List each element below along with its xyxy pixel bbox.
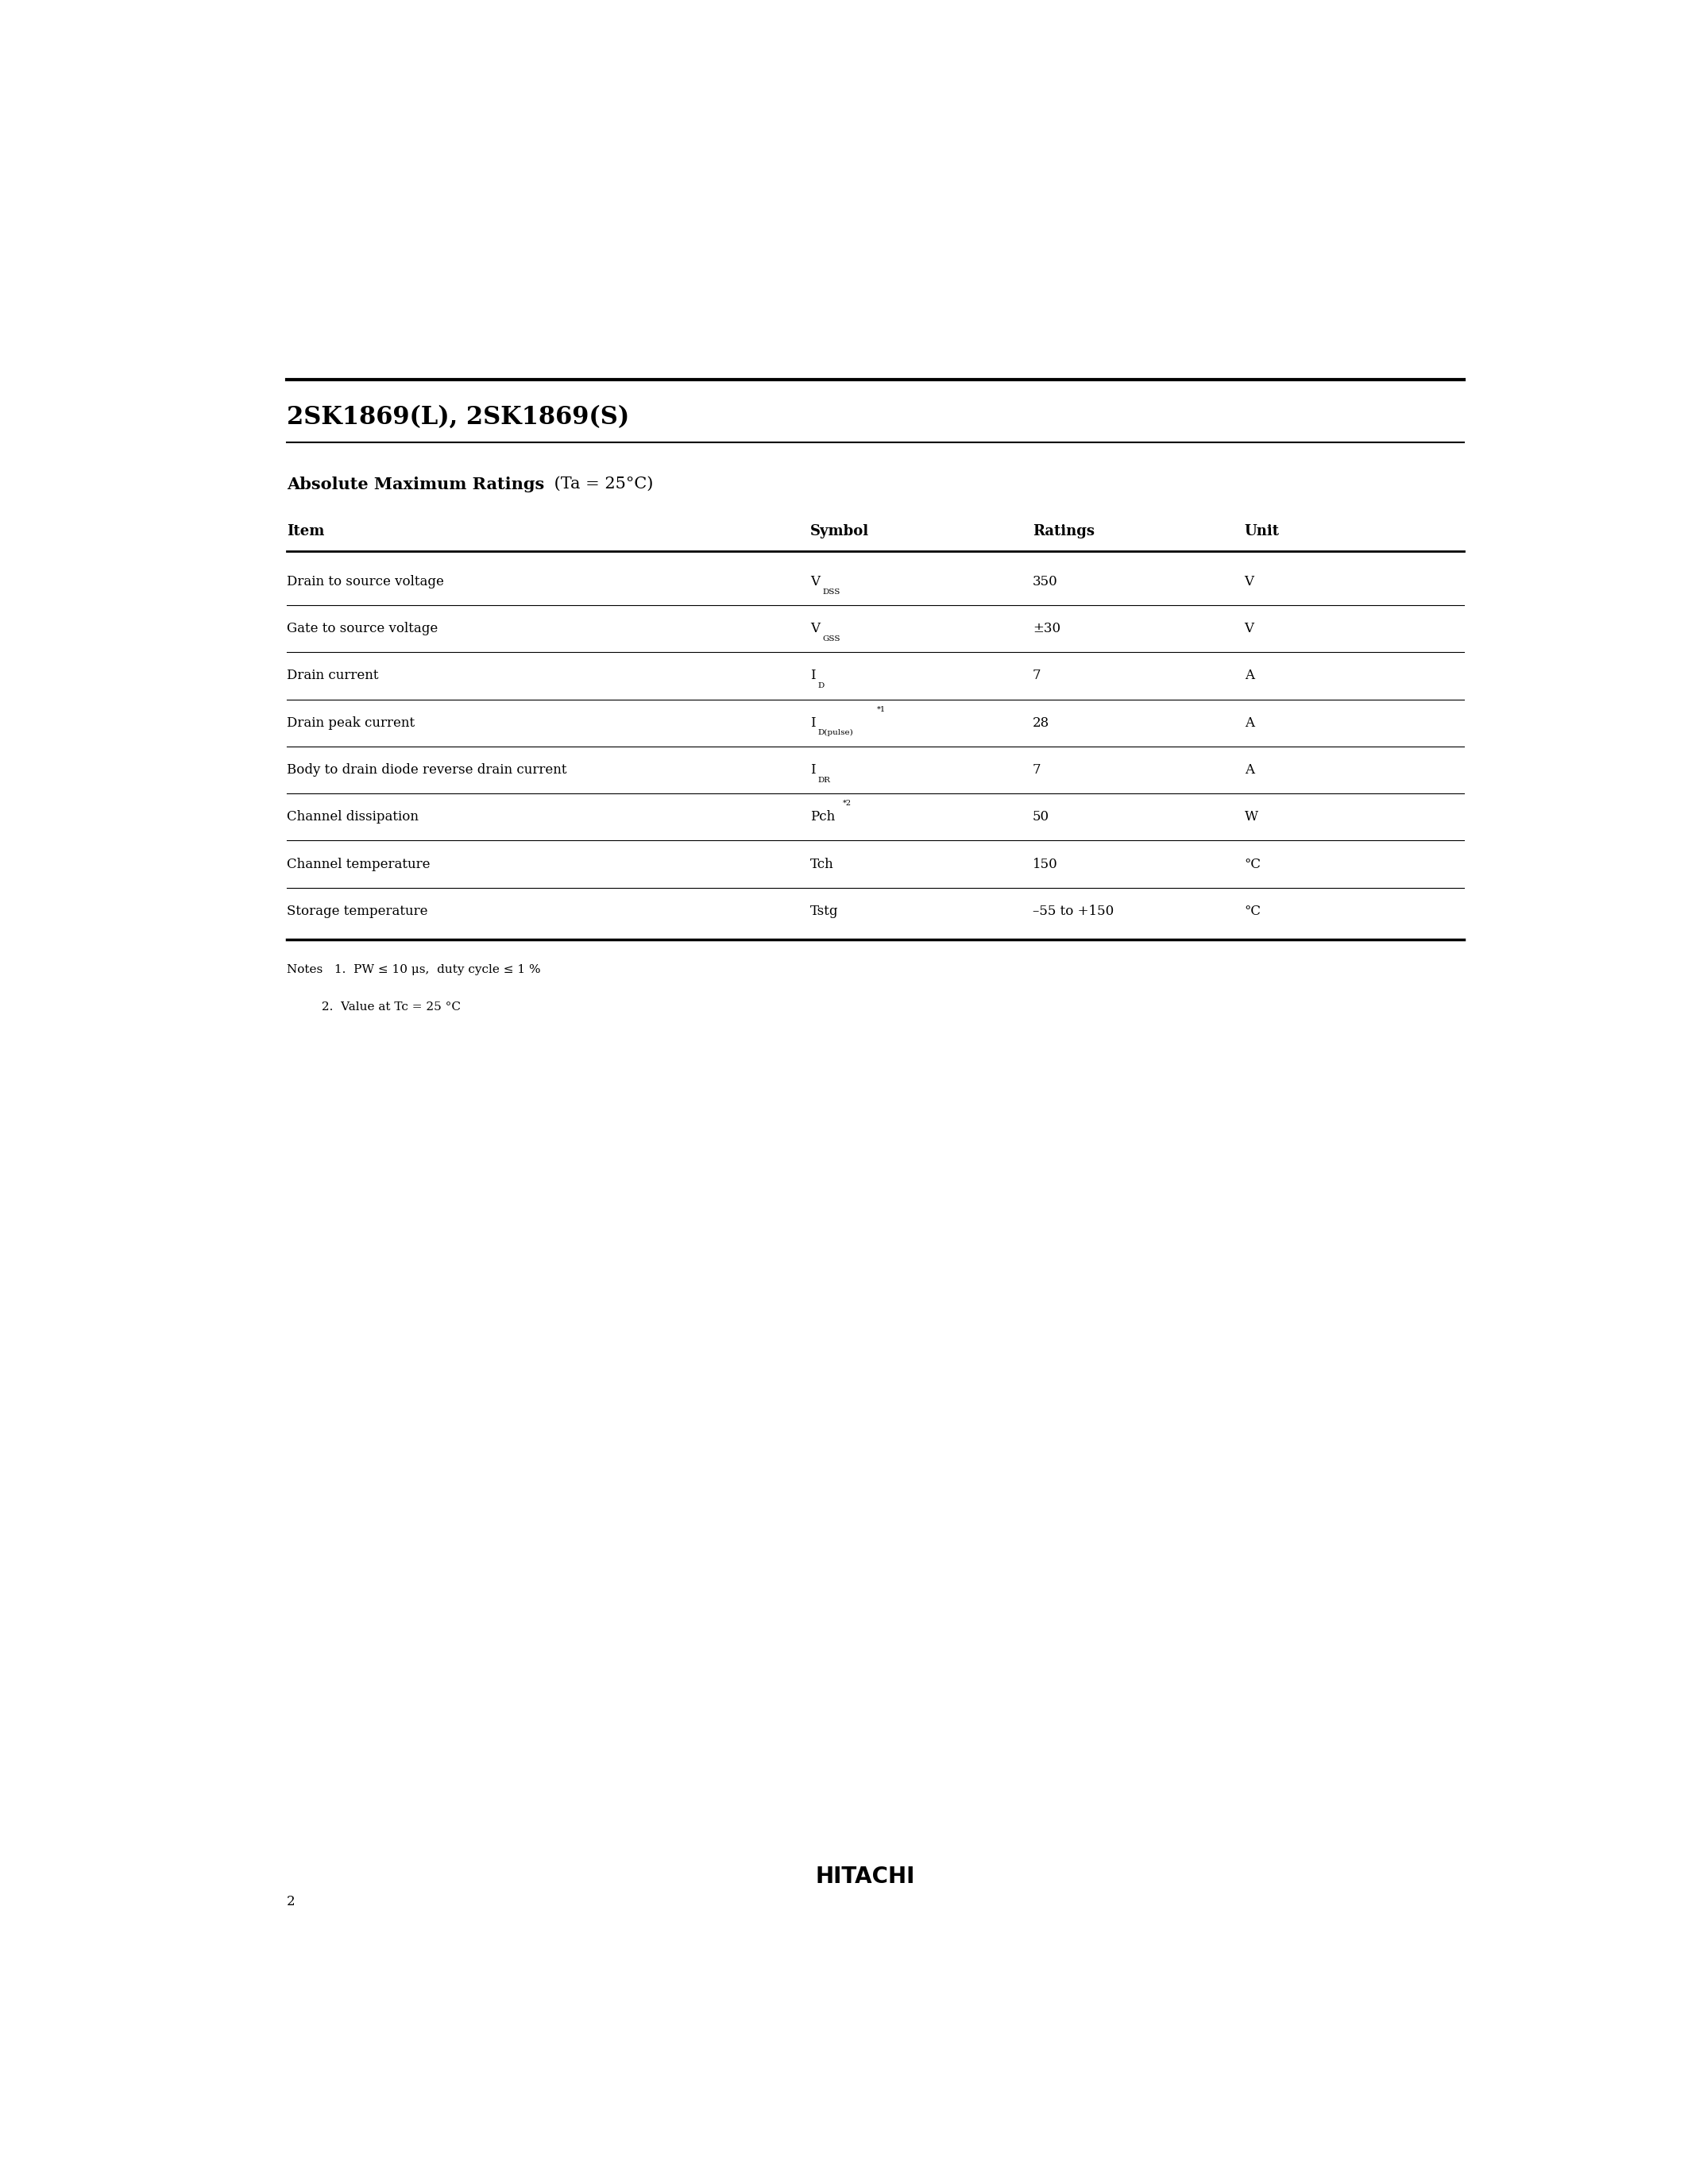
Text: Channel temperature: Channel temperature — [287, 858, 430, 871]
Text: DSS: DSS — [822, 587, 841, 596]
Text: V: V — [1244, 622, 1254, 636]
Text: Drain current: Drain current — [287, 668, 378, 684]
Text: *2: *2 — [842, 799, 852, 808]
Text: Body to drain diode reverse drain current: Body to drain diode reverse drain curren… — [287, 762, 567, 778]
Text: 350: 350 — [1033, 574, 1058, 587]
Text: V: V — [810, 622, 820, 636]
Text: A: A — [1244, 668, 1254, 684]
Text: D: D — [819, 681, 824, 690]
Text: A: A — [1244, 716, 1254, 729]
Text: 150: 150 — [1033, 858, 1058, 871]
Text: W: W — [1244, 810, 1258, 823]
Text: DR: DR — [819, 778, 830, 784]
Text: V: V — [810, 574, 820, 587]
Text: 2: 2 — [287, 1896, 295, 1909]
Text: 7: 7 — [1033, 762, 1041, 778]
Text: HITACHI: HITACHI — [815, 1865, 915, 1887]
Text: 28: 28 — [1033, 716, 1050, 729]
Text: (Ta = 25°C): (Ta = 25°C) — [549, 476, 653, 491]
Text: Drain peak current: Drain peak current — [287, 716, 415, 729]
Text: Gate to source voltage: Gate to source voltage — [287, 622, 437, 636]
Text: V: V — [1244, 574, 1254, 587]
Text: 2.  Value at Tc = 25 °C: 2. Value at Tc = 25 °C — [287, 1002, 461, 1013]
Text: Symbol: Symbol — [810, 524, 869, 537]
Text: 50: 50 — [1033, 810, 1050, 823]
Text: *1: *1 — [876, 705, 886, 712]
Text: Channel dissipation: Channel dissipation — [287, 810, 419, 823]
Text: Unit: Unit — [1244, 524, 1280, 537]
Text: I: I — [810, 716, 815, 729]
Text: Storage temperature: Storage temperature — [287, 904, 427, 917]
Text: Tch: Tch — [810, 858, 834, 871]
Text: 7: 7 — [1033, 668, 1041, 684]
Text: 2SK1869(L), 2SK1869(S): 2SK1869(L), 2SK1869(S) — [287, 404, 630, 428]
Text: I: I — [810, 668, 815, 684]
Text: D(pulse): D(pulse) — [819, 729, 854, 736]
Text: Ratings: Ratings — [1033, 524, 1094, 537]
Text: A: A — [1244, 762, 1254, 778]
Text: Tstg: Tstg — [810, 904, 839, 917]
Text: Pch: Pch — [810, 810, 836, 823]
Text: Absolute Maximum Ratings: Absolute Maximum Ratings — [287, 476, 545, 491]
Text: ±30: ±30 — [1033, 622, 1060, 636]
Text: I: I — [810, 762, 815, 778]
Text: °C: °C — [1244, 904, 1261, 917]
Text: °C: °C — [1244, 858, 1261, 871]
Text: GSS: GSS — [822, 636, 841, 642]
Text: Notes   1.  PW ≤ 10 μs,  duty cycle ≤ 1 %: Notes 1. PW ≤ 10 μs, duty cycle ≤ 1 % — [287, 965, 540, 976]
Text: –55 to +150: –55 to +150 — [1033, 904, 1114, 917]
Text: Drain to source voltage: Drain to source voltage — [287, 574, 444, 587]
Text: Item: Item — [287, 524, 324, 537]
